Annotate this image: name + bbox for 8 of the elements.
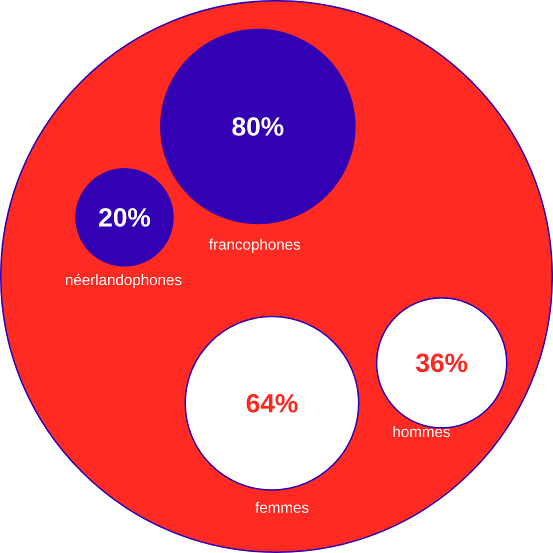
category-label: francophones: [209, 238, 300, 253]
data-label: 64%: [246, 394, 298, 413]
category-label: hommes: [393, 426, 450, 438]
category-label: femmes: [255, 502, 308, 513]
data-label: 20%: [99, 208, 150, 227]
data-label: 36%: [416, 354, 468, 372]
data-label: 80%: [232, 117, 284, 136]
category-label: néerlandophones: [66, 274, 182, 288]
